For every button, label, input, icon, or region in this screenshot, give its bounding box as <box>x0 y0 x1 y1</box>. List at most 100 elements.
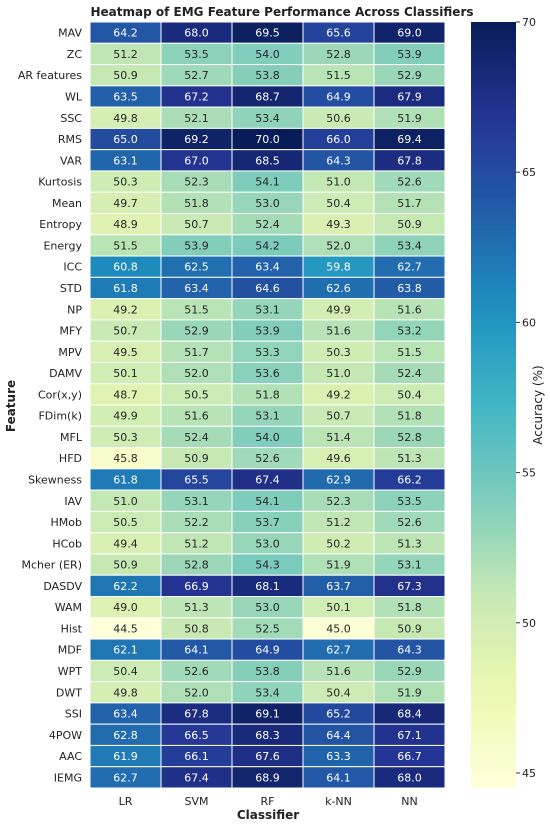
cell-value-label: 45.8 <box>113 452 138 465</box>
cell-value-label: 65.5 <box>184 473 209 486</box>
cell-value-label: 51.9 <box>397 112 422 125</box>
cell-value-label: 51.3 <box>397 452 422 465</box>
column-tick-label: RF <box>261 795 275 808</box>
cell-value-label: 51.5 <box>113 239 138 252</box>
cell-value-label: 49.2 <box>113 303 138 316</box>
cell-value-label: 52.9 <box>397 69 422 82</box>
heatmap-cells: 64.2 68.0 69.5 65.6 69.0 51.2 53.5 54.0 52.8 53.9… <box>89 21 446 789</box>
cell-value-label: 61.8 <box>113 282 138 295</box>
cell-value-label: 53.9 <box>255 325 280 338</box>
row-tick-label: AR features <box>18 69 82 82</box>
cell-value-label: 59.8 <box>326 261 351 274</box>
cell-value-label: 52.0 <box>184 367 209 380</box>
cell-value-label: 68.3 <box>255 729 280 742</box>
cell-value-label: 67.3 <box>397 580 422 593</box>
cell-value-label: 51.0 <box>326 367 351 380</box>
row-tick-label: VAR <box>60 154 82 167</box>
cell-value-label: 68.0 <box>184 27 209 40</box>
cell-value-label: 50.4 <box>397 388 422 401</box>
cell-value-label: 53.4 <box>397 239 422 252</box>
colorbar-gradient <box>471 22 516 788</box>
cell-value-label: 49.5 <box>113 346 138 359</box>
cell-value-label: 64.3 <box>397 644 422 657</box>
cell-value-label: 50.5 <box>184 388 209 401</box>
row-tick-label: DAMV <box>49 367 82 380</box>
cell-value-label: 52.7 <box>184 69 209 82</box>
row-tick-label: DASDV <box>43 580 82 593</box>
cell-value-label: 62.1 <box>113 644 138 657</box>
cell-value-label: 67.1 <box>397 729 422 742</box>
cell-value-label: 49.8 <box>113 112 138 125</box>
cell-value-label: 53.0 <box>255 601 280 614</box>
row-tick-label: MFY <box>59 325 82 338</box>
cell-value-label: 69.2 <box>184 133 209 146</box>
chart-title: Heatmap of EMG Feature Performance Acros… <box>91 5 474 19</box>
cell-value-label: 54.2 <box>255 239 280 252</box>
cell-value-label: 51.5 <box>184 303 209 316</box>
cell-value-label: 51.9 <box>397 686 422 699</box>
cell-value-label: 51.2 <box>184 537 209 550</box>
cell-value-label: 54.3 <box>255 559 280 572</box>
cell-value-label: 51.7 <box>184 346 209 359</box>
row-tick-label: RMS <box>58 133 82 146</box>
cell-value-label: 50.7 <box>113 325 138 338</box>
cell-value-label: 49.3 <box>326 218 351 231</box>
cell-value-label: 49.9 <box>113 410 138 423</box>
cell-value-label: 52.8 <box>184 559 209 572</box>
cell-value-label: 62.8 <box>113 729 138 742</box>
cell-value-label: 66.9 <box>184 580 209 593</box>
cell-value-label: 52.8 <box>397 431 422 444</box>
cell-value-label: 63.4 <box>255 261 280 274</box>
cell-value-label: 54.0 <box>255 48 280 61</box>
heatmap-cell <box>373 766 446 789</box>
column-tick-label: SVM <box>185 795 209 808</box>
row-tick-label: MAV <box>58 27 82 40</box>
cell-value-label: 53.0 <box>255 537 280 550</box>
row-tick-label: Entropy <box>39 218 82 231</box>
column-labels: LR SVM RF k-NN NN <box>119 795 418 808</box>
cell-value-label: 53.1 <box>255 410 280 423</box>
cell-value-label: 63.3 <box>326 750 351 763</box>
cell-value-label: 50.9 <box>397 622 422 635</box>
row-tick-label: WAM <box>55 601 82 614</box>
row-tick-label: Hist <box>61 622 83 635</box>
cell-value-label: 69.5 <box>255 27 280 40</box>
cell-value-label: 53.5 <box>397 495 422 508</box>
cell-value-label: 51.0 <box>326 176 351 189</box>
row-tick-label: Cor(x,y) <box>38 388 82 401</box>
colorbar-label: Accuracy (%) <box>531 365 545 444</box>
row-tick-label: STD <box>60 282 82 295</box>
row-tick-label: Mcher (ER) <box>22 559 82 572</box>
cell-value-label: 66.2 <box>397 473 422 486</box>
cell-value-label: 52.8 <box>326 48 351 61</box>
cell-value-label: 52.0 <box>326 239 351 252</box>
cell-value-label: 53.8 <box>255 665 280 678</box>
cell-value-label: 62.7 <box>397 261 422 274</box>
colorbar-tick-label: 65 <box>522 166 536 179</box>
row-tick-label: WPT <box>58 665 83 678</box>
cell-value-label: 51.6 <box>326 665 351 678</box>
cell-value-label: 50.6 <box>326 112 351 125</box>
cell-value-label: 65.6 <box>326 27 351 40</box>
cell-value-label: 64.1 <box>326 771 351 784</box>
cell-value-label: 53.1 <box>184 495 209 508</box>
cell-value-label: 53.9 <box>184 239 209 252</box>
cell-value-label: 49.6 <box>326 452 351 465</box>
cell-value-label: 53.6 <box>255 367 280 380</box>
row-tick-label: MFL <box>60 431 83 444</box>
cell-value-label: 52.9 <box>397 665 422 678</box>
cell-value-label: 64.3 <box>326 154 351 167</box>
cell-value-label: 51.3 <box>397 537 422 550</box>
cell-value-label: 50.9 <box>397 218 422 231</box>
cell-value-label: 50.3 <box>326 346 351 359</box>
cell-value-label: 68.7 <box>255 90 280 103</box>
row-labels: MAV ZC AR features WL SSC RMS VAR Kurtosis Mean E… <box>18 27 83 785</box>
cell-value-label: 51.9 <box>326 559 351 572</box>
cell-value-label: 53.5 <box>184 48 209 61</box>
cell-value-label: 52.0 <box>184 686 209 699</box>
cell-value-label: 63.4 <box>113 708 138 721</box>
cell-value-label: 51.8 <box>255 388 280 401</box>
colorbar-tick-label: 55 <box>522 467 536 480</box>
row-tick-label: ICC <box>63 261 82 274</box>
